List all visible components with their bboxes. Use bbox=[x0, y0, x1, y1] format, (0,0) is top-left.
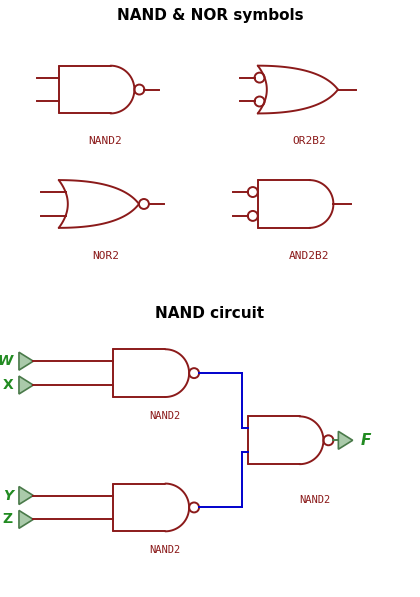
Polygon shape bbox=[339, 431, 353, 449]
Text: OR2B2: OR2B2 bbox=[293, 136, 326, 146]
Polygon shape bbox=[19, 352, 33, 370]
Text: NAND2: NAND2 bbox=[150, 411, 181, 421]
Text: NAND2: NAND2 bbox=[89, 136, 122, 146]
Text: Z: Z bbox=[3, 512, 13, 527]
Text: NAND2: NAND2 bbox=[150, 545, 181, 555]
Text: NAND2: NAND2 bbox=[299, 495, 330, 505]
Text: NAND circuit: NAND circuit bbox=[155, 306, 265, 321]
Polygon shape bbox=[19, 376, 33, 394]
Text: NAND & NOR symbols: NAND & NOR symbols bbox=[117, 8, 303, 23]
Text: AND2B2: AND2B2 bbox=[289, 251, 330, 261]
Text: NOR2: NOR2 bbox=[92, 251, 119, 261]
Polygon shape bbox=[19, 487, 33, 504]
Text: F: F bbox=[361, 433, 371, 448]
Polygon shape bbox=[19, 510, 33, 528]
Text: X: X bbox=[2, 378, 13, 392]
Text: W: W bbox=[0, 354, 13, 368]
Text: Y: Y bbox=[3, 488, 13, 503]
